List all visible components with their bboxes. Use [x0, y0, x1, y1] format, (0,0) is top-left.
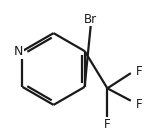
Text: F: F	[136, 65, 142, 78]
Text: N: N	[14, 45, 23, 58]
Text: Br: Br	[84, 13, 97, 26]
Text: F: F	[136, 98, 142, 111]
Text: F: F	[104, 118, 111, 131]
